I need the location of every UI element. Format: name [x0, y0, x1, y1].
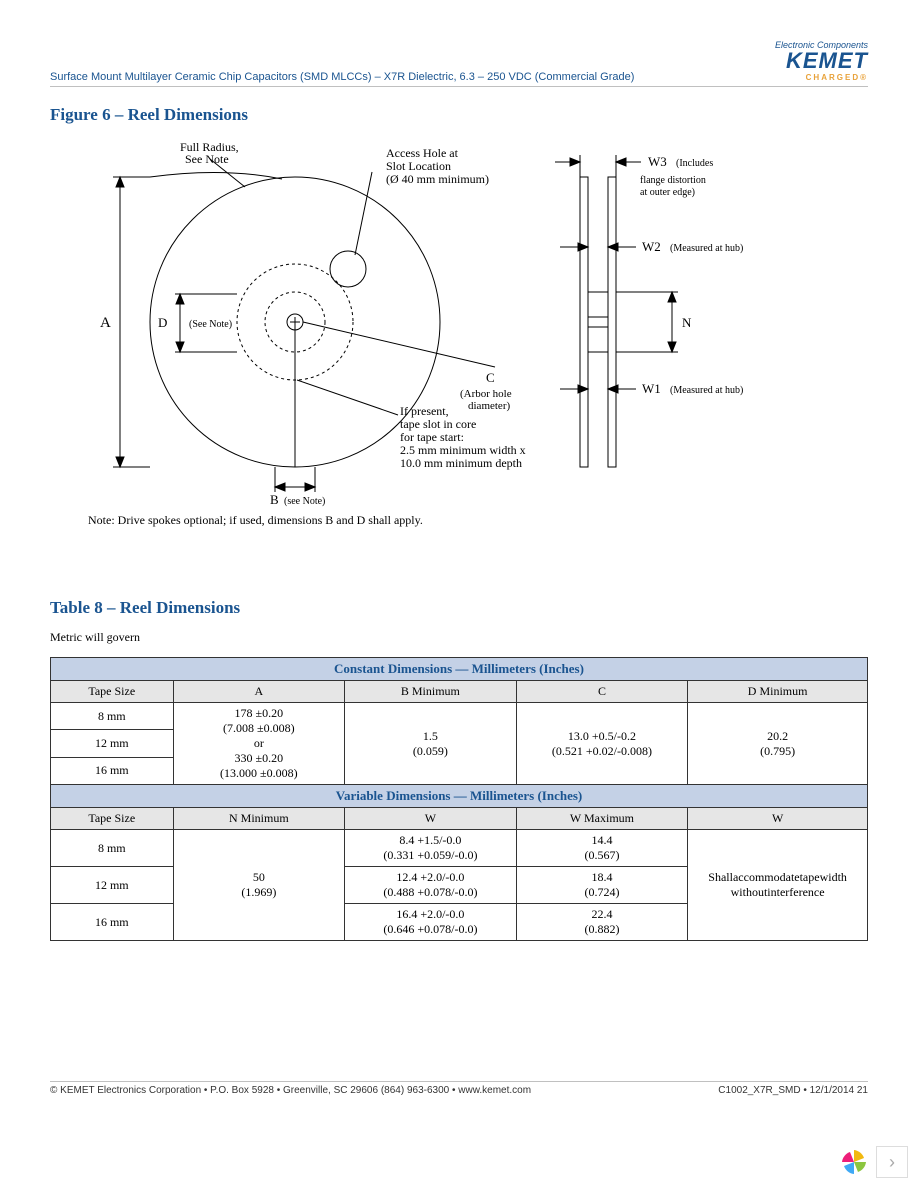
cell-tape-16: 16 mm: [51, 757, 174, 784]
cell-Nmin: 50 (1.969): [173, 830, 345, 941]
svg-text:See Note: See Note: [185, 152, 229, 166]
svg-text:diameter): diameter): [468, 400, 510, 412]
reel-diagram: Full Radius, See Note Access Hole at Slo…: [80, 137, 840, 507]
reel-dimensions-table: Constant Dimensions — Millimeters (Inche…: [50, 657, 868, 941]
page-header: Surface Mount Multilayer Ceramic Chip Ca…: [50, 40, 868, 87]
svg-text:(Includes: (Includes: [676, 158, 713, 169]
svg-text:flange distortion: flange distortion: [640, 175, 706, 186]
col2-Wmax: W Maximum: [516, 808, 688, 830]
cell2-tape-12: 12 mm: [51, 867, 174, 904]
cell-Wmax-8: 14.4 (0.567): [516, 830, 688, 867]
variable-section-header: Variable Dimensions — Millimeters (Inche…: [51, 785, 868, 808]
col2-tape-size: Tape Size: [51, 808, 174, 830]
col-C: C: [516, 681, 688, 703]
cell2-tape-8: 8 mm: [51, 830, 174, 867]
cell-C: 13.0 +0.5/-0.2 (0.521 +0.02/-0.008): [516, 703, 688, 785]
cell-Wmax-16: 22.4 (0.882): [516, 904, 688, 941]
footer-right: C1002_X7R_SMD • 12/1/2014 21: [718, 1085, 868, 1096]
table-title: Table 8 – Reel Dimensions: [50, 598, 868, 618]
svg-text:Slot Location: Slot Location: [386, 159, 451, 173]
label-N: N: [682, 315, 692, 330]
svg-text:tape slot in core: tape slot in core: [400, 417, 476, 431]
col-Bmin: B Minimum: [345, 681, 517, 703]
col-Dmin: D Minimum: [688, 681, 868, 703]
label-W1: W1: [642, 381, 661, 396]
cell-A: 178 ±0.20 (7.008 ±0.008) or 330 ±0.20 (1…: [173, 703, 345, 785]
label-W1-note: (Measured at hub): [670, 385, 743, 396]
cell-tape-8: 8 mm: [51, 703, 174, 730]
svg-text:(Ø 40 mm minimum): (Ø 40 mm minimum): [386, 172, 489, 186]
label-W3: W3: [648, 154, 667, 169]
figure-title: Figure 6 – Reel Dimensions: [50, 105, 868, 125]
label-W2: W2: [642, 239, 661, 254]
figure-note: Note: Drive spokes optional; if used, di…: [88, 513, 868, 528]
logo-subtext: CHARGED®: [806, 73, 868, 82]
cell2-tape-16: 16 mm: [51, 904, 174, 941]
label-D-note: (See Note): [189, 319, 232, 330]
label-tape-slot: If present,: [400, 404, 449, 418]
label-W2-note: (Measured at hub): [670, 243, 743, 254]
label-A: A: [100, 315, 111, 331]
label-D: D: [158, 315, 167, 330]
pinwheel-icon[interactable]: [838, 1146, 870, 1178]
cell-W-8: 8.4 +1.5/-0.0 (0.331 +0.059/-0.0): [345, 830, 517, 867]
svg-text:2.5 mm minimum width x: 2.5 mm minimum width x: [400, 443, 526, 457]
col-A: A: [173, 681, 345, 703]
cell-Wmax-12: 18.4 (0.724): [516, 867, 688, 904]
label-C: C: [486, 370, 495, 385]
label-B: B: [270, 492, 279, 507]
page-footer: © KEMET Electronics Corporation • P.O. B…: [50, 1081, 868, 1096]
footer-left: © KEMET Electronics Corporation • P.O. B…: [50, 1085, 531, 1096]
cell-Dmin: 20.2 (0.795): [688, 703, 868, 785]
col2-W: W: [345, 808, 517, 830]
document-title: Surface Mount Multilayer Ceramic Chip Ca…: [50, 71, 634, 83]
cell-W-16: 16.4 +2.0/-0.0 (0.646 +0.078/-0.0): [345, 904, 517, 941]
svg-text:(Arbor hole: (Arbor hole: [460, 388, 512, 400]
logo-text: KEMET: [786, 48, 868, 73]
next-page-button[interactable]: ›: [876, 1146, 908, 1178]
cell-W-12: 12.4 +2.0/-0.0 (0.488 +0.078/-0.0): [345, 867, 517, 904]
label-B-note: (see Note): [284, 496, 325, 507]
brand-logo: Electronic Components KEMET CHARGED®: [775, 40, 868, 83]
svg-text:for tape start:: for tape start:: [400, 430, 464, 444]
svg-text:10.0 mm minimum depth: 10.0 mm minimum depth: [400, 456, 522, 470]
cell-Wnote: Shallaccommodatetapewidth withoutinterfe…: [688, 830, 868, 941]
svg-text:at outer edge): at outer edge): [640, 187, 695, 198]
table-subtitle: Metric will govern: [50, 630, 868, 645]
col2-Nmin: N Minimum: [173, 808, 345, 830]
constant-section-header: Constant Dimensions — Millimeters (Inche…: [51, 658, 868, 681]
cell-tape-12: 12 mm: [51, 730, 174, 757]
label-access-hole: Access Hole at: [386, 146, 459, 160]
col-tape-size: Tape Size: [51, 681, 174, 703]
col2-Wnote: W: [688, 808, 868, 830]
cell-Bmin: 1.5 (0.059): [345, 703, 517, 785]
chevron-right-icon: ›: [889, 1152, 895, 1173]
nav-controls: ›: [838, 1146, 908, 1178]
